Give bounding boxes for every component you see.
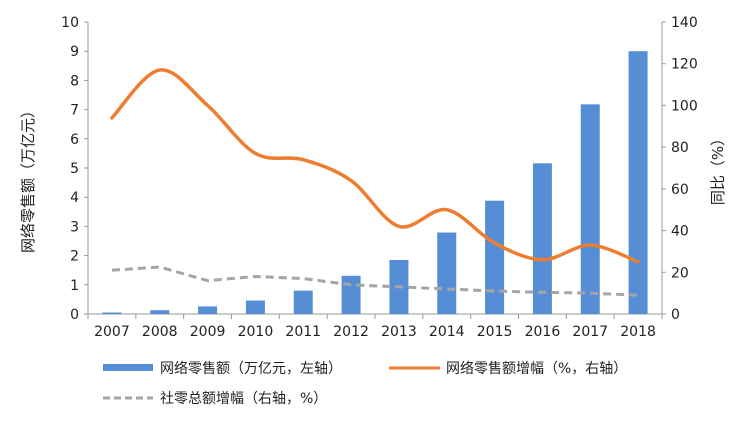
bar	[628, 51, 648, 314]
y-left-tick-label: 3	[70, 219, 79, 235]
legend-label-bar: 网络零售额（万亿元，左轴）	[160, 361, 342, 377]
y-axis-left-label: 网络零售额（万亿元）	[19, 103, 37, 253]
x-tick-label: 2018	[620, 324, 656, 340]
bar	[102, 312, 122, 314]
legend: 网络零售额（万亿元，左轴） 网络零售额增幅（%，右轴） 社零总额增幅（右轴，%）	[103, 361, 627, 407]
x-tick-label: 2011	[285, 324, 321, 340]
growth-line-total-retail	[111, 265, 639, 297]
y-right-tick-label: 100	[671, 98, 698, 114]
y-left-tick-label: 4	[70, 190, 79, 206]
legend-label-grey: 社零总额增幅（右轴，%）	[160, 391, 327, 407]
y-right-tick-label: 140	[671, 15, 698, 31]
x-tick-label: 2007	[94, 324, 130, 340]
bar	[150, 310, 170, 314]
legend-label-orange: 网络零售额增幅（%，右轴）	[446, 361, 627, 377]
x-tick-label: 2009	[190, 324, 226, 340]
lines	[110, 68, 640, 297]
y-left-tick-label: 7	[70, 103, 79, 119]
y-left-tick-label: 5	[70, 161, 79, 177]
y-left-tick-label: 2	[70, 249, 79, 265]
bar	[245, 300, 265, 314]
y-right-tick-label: 60	[671, 182, 689, 198]
bars	[102, 51, 648, 315]
y-right-tick-label: 80	[671, 140, 689, 156]
bar	[437, 232, 457, 314]
bar	[198, 306, 218, 314]
y-left-tick-label: 6	[70, 132, 79, 148]
y-right-tick-label: 0	[671, 307, 680, 323]
y-right-tick-label: 20	[671, 265, 689, 281]
y-right-tick-label: 120	[671, 57, 698, 73]
x-tick-label: 2010	[238, 324, 274, 340]
bar	[485, 200, 505, 314]
x-tick-label: 2012	[333, 324, 369, 340]
bar	[341, 275, 361, 314]
x-tick-label: 2014	[429, 324, 465, 340]
y-axis-right-label: 同比（%）	[709, 131, 727, 205]
x-tick-label: 2016	[525, 324, 561, 340]
x-tick-label: 2015	[477, 324, 513, 340]
y-left-tick-label: 9	[70, 44, 79, 60]
bar	[580, 104, 600, 315]
bar	[293, 290, 313, 314]
x-tick-label: 2017	[572, 324, 608, 340]
x-tick-label: 2013	[381, 324, 417, 340]
y-left-tick-label: 1	[70, 278, 79, 294]
y-right-tick-label: 40	[671, 224, 689, 240]
y-left-tick-label: 10	[61, 15, 79, 31]
y-left-tick-label: 8	[70, 73, 79, 89]
y-left-tick-label: 0	[70, 307, 79, 323]
legend-swatch-bar	[103, 364, 153, 371]
x-tick-label: 2008	[142, 324, 178, 340]
growth-line-online-retail	[110, 68, 640, 264]
bar	[532, 163, 552, 314]
